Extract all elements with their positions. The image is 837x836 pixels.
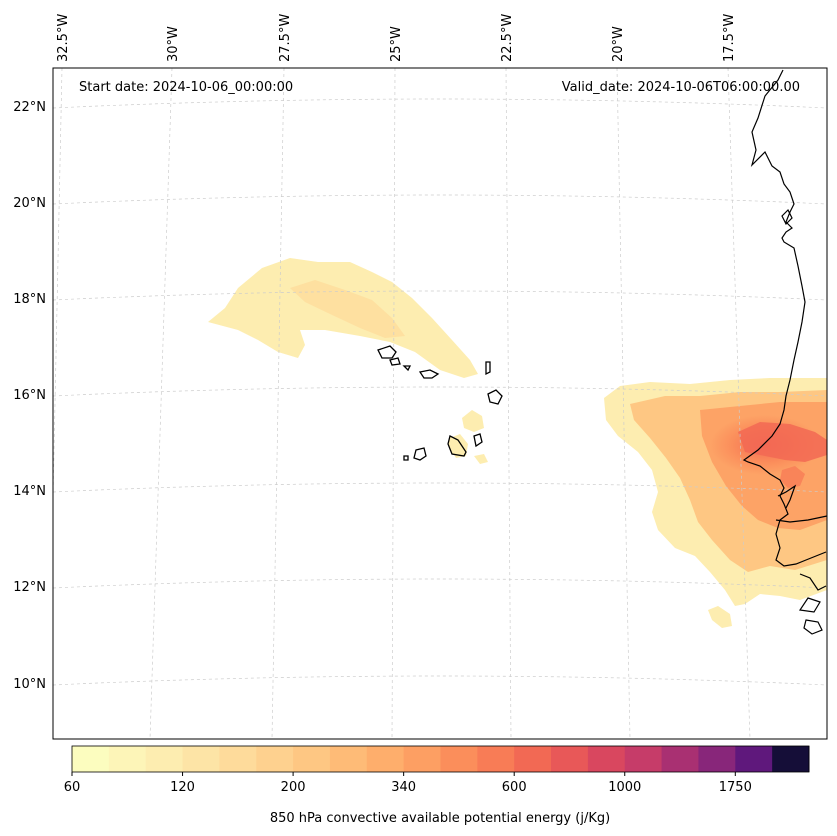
cape-region-north-inner [290,280,405,338]
colorbar-swatch [514,746,552,772]
colorbar-tick-label: 60 [64,780,81,795]
valid-date-label: Valid_date: 2024-10-06T06:00:00.00 [562,80,800,95]
island-santa-luzia [402,365,412,372]
coastlines [742,69,827,635]
latitude-labels: 22°N 20°N 18°N 16°N 14°N 12°N 10°N [13,100,46,692]
island-maio [473,433,483,448]
colorbar-tick-label: 600 [502,780,527,795]
island-boa-vista [487,389,503,405]
lat-label-10n: 10°N [13,677,46,692]
lat-label-20n: 20°N [13,196,46,211]
island-sao-vicente [389,357,401,366]
parallel-12n [53,578,827,589]
parallel-20n [53,194,827,205]
colorbar-tick-label: 200 [281,780,306,795]
island-brava [403,455,409,461]
lon-label-30w: 30°W [166,26,181,62]
colorbar-swatch [108,746,147,772]
parallel-18n [53,290,827,301]
colorbar-swatch [219,746,257,772]
lon-label-27-5w: 27.5°W [278,14,293,62]
cape-blob-small-3 [474,454,488,464]
meridian-20w [616,68,631,739]
lat-label-12n: 12°N [13,580,46,595]
coastline-guinea [799,573,827,591]
colorbar-swatch [698,746,736,772]
cape-blob-small-4 [708,606,732,628]
colorbar-swatch [329,746,368,772]
island-santo-antao [377,345,397,359]
coastline-senegal-islets [781,208,793,226]
map-frame [52,67,828,740]
africa-coastline [742,69,827,567]
meridian-30w [149,68,173,739]
island-sao-nicolau [418,369,440,379]
island-sal [485,361,491,376]
colorbar-tick-label: 340 [391,780,416,795]
colorbar-swatch [624,746,663,772]
colorbar-ticks: 60 120 200 340 600 1000 1750 [64,772,752,795]
meridian-25w [391,68,396,739]
colorbar-swatch [477,746,515,772]
cape-region-east-core-2 [738,422,827,462]
lat-label-14n: 14°N [13,484,46,499]
lon-label-22-5w: 22.5°W [500,14,515,62]
parallel-14n [53,482,827,493]
parallel-22n [53,98,827,109]
lon-label-32-5w: 32.5°W [56,14,71,62]
lat-label-18n: 18°N [13,292,46,307]
longitude-labels: 32.5°W 30°W 27.5°W 25°W 22.5°W 20°W 17.5… [56,14,737,62]
colorbar-swatch [403,746,441,772]
parallel-16n [53,386,827,397]
meridian-27-5w [271,68,285,739]
colorbar-swatch [256,746,294,772]
coastline-guinea-bissau [775,515,827,523]
cape-region-east-core-3 [780,466,805,488]
graticule [53,68,827,739]
meridian-22-5w [505,68,512,739]
coastline-gambia [777,484,797,509]
cape-blob-small-1 [462,410,484,432]
colorbar-swatch [145,746,184,772]
colorbar-swatch [72,746,110,772]
cape-verde-islands [377,345,503,461]
parallel-10n [53,675,827,686]
colorbar-swatches [72,746,810,772]
lon-label-17-5w: 17.5°W [722,14,737,62]
colorbar-swatch [293,746,331,772]
colorbar-tick-label: 1000 [608,780,641,795]
colorbar-tick-label: 1750 [719,780,752,795]
lon-label-25w: 25°W [389,26,404,62]
colorbar-swatch [182,746,220,772]
meridian-17-5w [727,68,751,739]
coastline-guinea-2 [798,597,821,613]
colorbar-tick-label: 120 [170,780,195,795]
colorbar-swatch [772,746,810,772]
start-date-label: Start date: 2024-10-06_00:00:00 [79,80,293,95]
coastline-bijagos [803,619,823,635]
lat-label-16n: 16°N [13,388,46,403]
colorbar-swatch [661,746,699,772]
colorbar-frame [71,745,810,773]
colorbar: 60 120 200 340 600 1000 1750 850 hPa convectiv… [64,745,810,826]
colorbar-swatch [735,746,773,772]
island-santiago [447,435,467,457]
island-fogo [413,447,427,461]
colorbar-swatch [440,746,478,772]
lon-label-20w: 20°W [611,26,626,62]
lat-label-22n: 22°N [13,100,46,115]
colorbar-swatch [587,746,626,772]
colorbar-swatch [551,746,589,772]
map-area [53,68,827,739]
colorbar-title: 850 hPa convective available potential e… [270,811,610,826]
colorbar-swatch [366,746,405,772]
